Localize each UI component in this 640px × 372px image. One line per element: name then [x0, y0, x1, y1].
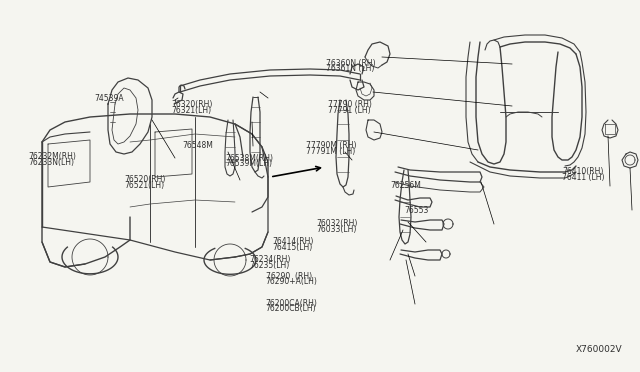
Text: 76233N(LH): 76233N(LH): [29, 158, 75, 167]
Text: 76200CB(LH): 76200CB(LH): [266, 304, 316, 313]
Text: 77790 (RH): 77790 (RH): [328, 100, 372, 109]
Text: 76256M: 76256M: [390, 182, 421, 190]
Text: 76360N (RH): 76360N (RH): [326, 59, 376, 68]
Text: 76235(LH): 76235(LH): [250, 261, 290, 270]
Text: 76232M(RH): 76232M(RH): [29, 153, 77, 161]
Text: 77791M (LH): 77791M (LH): [306, 147, 355, 156]
Text: 76320(RH): 76320(RH): [172, 100, 213, 109]
Text: 76234(RH): 76234(RH): [250, 255, 291, 264]
Text: 76200CA(RH): 76200CA(RH): [266, 299, 317, 308]
Text: 76290+A(LH): 76290+A(LH): [266, 277, 317, 286]
Text: 76548M: 76548M: [182, 141, 213, 150]
Text: X760002V: X760002V: [576, 346, 623, 355]
Text: 76411 (LH): 76411 (LH): [562, 173, 604, 182]
Text: 76520(RH): 76520(RH): [125, 175, 166, 184]
Text: 76032(RH): 76032(RH): [316, 219, 358, 228]
Text: 74539A: 74539A: [95, 94, 124, 103]
Text: 76553: 76553: [404, 206, 429, 215]
Text: 76521(LH): 76521(LH): [125, 181, 165, 190]
Text: 76415(LH): 76415(LH): [273, 243, 313, 252]
Text: 76361N (LH): 76361N (LH): [326, 64, 375, 73]
Text: 76290  (RH): 76290 (RH): [266, 272, 312, 280]
Text: 76414(RH): 76414(RH): [273, 237, 314, 246]
Text: 76538M(RH): 76538M(RH): [225, 154, 273, 163]
Text: 76033(LH): 76033(LH): [316, 225, 356, 234]
Text: 76539M(LH): 76539M(LH): [225, 159, 272, 168]
Text: 77790M (RH): 77790M (RH): [306, 141, 356, 150]
Text: 77791 (LH): 77791 (LH): [328, 106, 371, 115]
Text: 76321(LH): 76321(LH): [172, 106, 212, 115]
Text: 76410(RH): 76410(RH): [562, 167, 604, 176]
